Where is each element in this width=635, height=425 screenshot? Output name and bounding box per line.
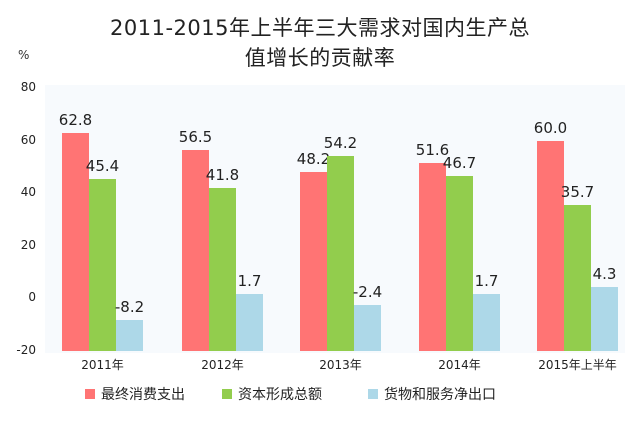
- bar-value-label: -2.4: [352, 282, 383, 301]
- bar: [537, 140, 564, 351]
- bar-value-label: 1.7: [474, 271, 499, 290]
- bar: [327, 155, 354, 351]
- legend-swatch-icon: [222, 389, 232, 399]
- bar-value-label: 48.2: [296, 149, 331, 168]
- y-tick-label: 80: [20, 80, 36, 94]
- chart-title-line-2: 值增长的贡献率: [244, 46, 396, 70]
- legend-label: 最终消费支出: [101, 387, 185, 403]
- x-tick-label: 2015年上半年: [538, 358, 617, 372]
- y-axis-unit: %: [18, 48, 30, 62]
- bar: [89, 178, 116, 351]
- bar-value-label: 60.0: [533, 118, 568, 137]
- bar: [116, 319, 143, 351]
- y-tick-label: 0: [28, 290, 36, 305]
- bar: [564, 204, 591, 351]
- bar-value-label: 41.8: [205, 166, 240, 185]
- bar: [236, 293, 263, 351]
- bar-value-label: 35.7: [560, 182, 595, 201]
- bar-value-label: 4.3: [592, 265, 617, 284]
- x-tick-label: 2014年: [438, 358, 481, 372]
- bar: [591, 287, 618, 351]
- bar-value-label: -8.2: [114, 297, 145, 316]
- y-tick-label: 60: [20, 132, 36, 147]
- bar: [446, 175, 473, 351]
- legend-item: 最终消费支出: [85, 384, 185, 404]
- bar-value-label: 62.8: [58, 111, 93, 130]
- legend-swatch-icon: [368, 389, 378, 399]
- chart-title-line-1: 2011-2015年上半年三大需求对国内生产总: [110, 16, 530, 40]
- bar-value-label: 51.6: [415, 140, 450, 159]
- legend-item: 货物和服务净出口: [368, 384, 496, 404]
- y-tick-label: -20: [16, 343, 36, 357]
- bar-value-label: 45.4: [85, 156, 120, 175]
- legend-label: 资本形成总额: [238, 387, 322, 403]
- legend-label: 货物和服务净出口: [384, 387, 496, 403]
- bar-value-label: 56.5: [178, 127, 213, 146]
- bar: [300, 171, 327, 351]
- x-tick-label: 2011年: [81, 358, 124, 372]
- bar-value-label: 1.7: [237, 271, 262, 290]
- y-tick-label: 40: [20, 185, 36, 200]
- x-tick-label: 2012年: [201, 358, 244, 372]
- bar: [209, 188, 236, 351]
- x-tick-label: 2013年: [319, 358, 362, 372]
- y-tick-label: 20: [20, 237, 36, 252]
- legend-item: 资本形成总额: [222, 384, 322, 404]
- bar: [182, 149, 209, 351]
- bar-value-label: 54.2: [323, 133, 358, 152]
- bar: [354, 304, 381, 351]
- legend-swatch-icon: [85, 389, 95, 399]
- bar: [473, 293, 500, 351]
- bar-value-label: 46.7: [442, 153, 477, 172]
- bar: [62, 133, 89, 351]
- bar: [419, 162, 446, 351]
